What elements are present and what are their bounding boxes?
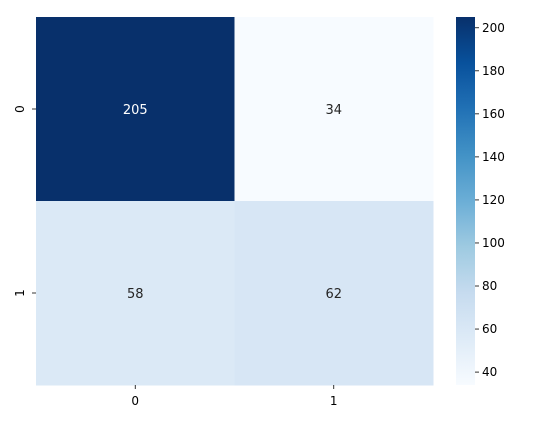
cell-value-label: 205 <box>123 103 148 118</box>
colorbar-tick-label: 200 <box>482 21 505 35</box>
x-tick-label: 1 <box>330 394 338 408</box>
colorbar-tick-label: 140 <box>482 150 505 164</box>
y-tick-label: 1 <box>13 289 27 297</box>
colorbar-tick-label: 180 <box>482 64 505 78</box>
colorbar-tick-label: 120 <box>482 193 505 207</box>
colorbar-tick-label: 160 <box>482 107 505 121</box>
colorbar-tick-label: 60 <box>482 322 497 336</box>
colorbar <box>456 17 475 385</box>
colorbar-tick-label: 100 <box>482 236 505 250</box>
y-tick-label: 0 <box>13 105 27 113</box>
cell-value-label: 58 <box>127 287 144 302</box>
heatmap-cell <box>234 201 434 386</box>
colorbar-tick-label: 80 <box>482 279 497 293</box>
heatmap-cell <box>234 17 434 202</box>
heatmap-cell <box>36 201 235 386</box>
colorbar-tick-label: 40 <box>482 365 497 379</box>
heatmap-cell <box>36 17 235 202</box>
cell-value-label: 34 <box>325 103 342 118</box>
x-tick-label: 0 <box>131 394 139 408</box>
cell-value-label: 62 <box>325 287 342 302</box>
